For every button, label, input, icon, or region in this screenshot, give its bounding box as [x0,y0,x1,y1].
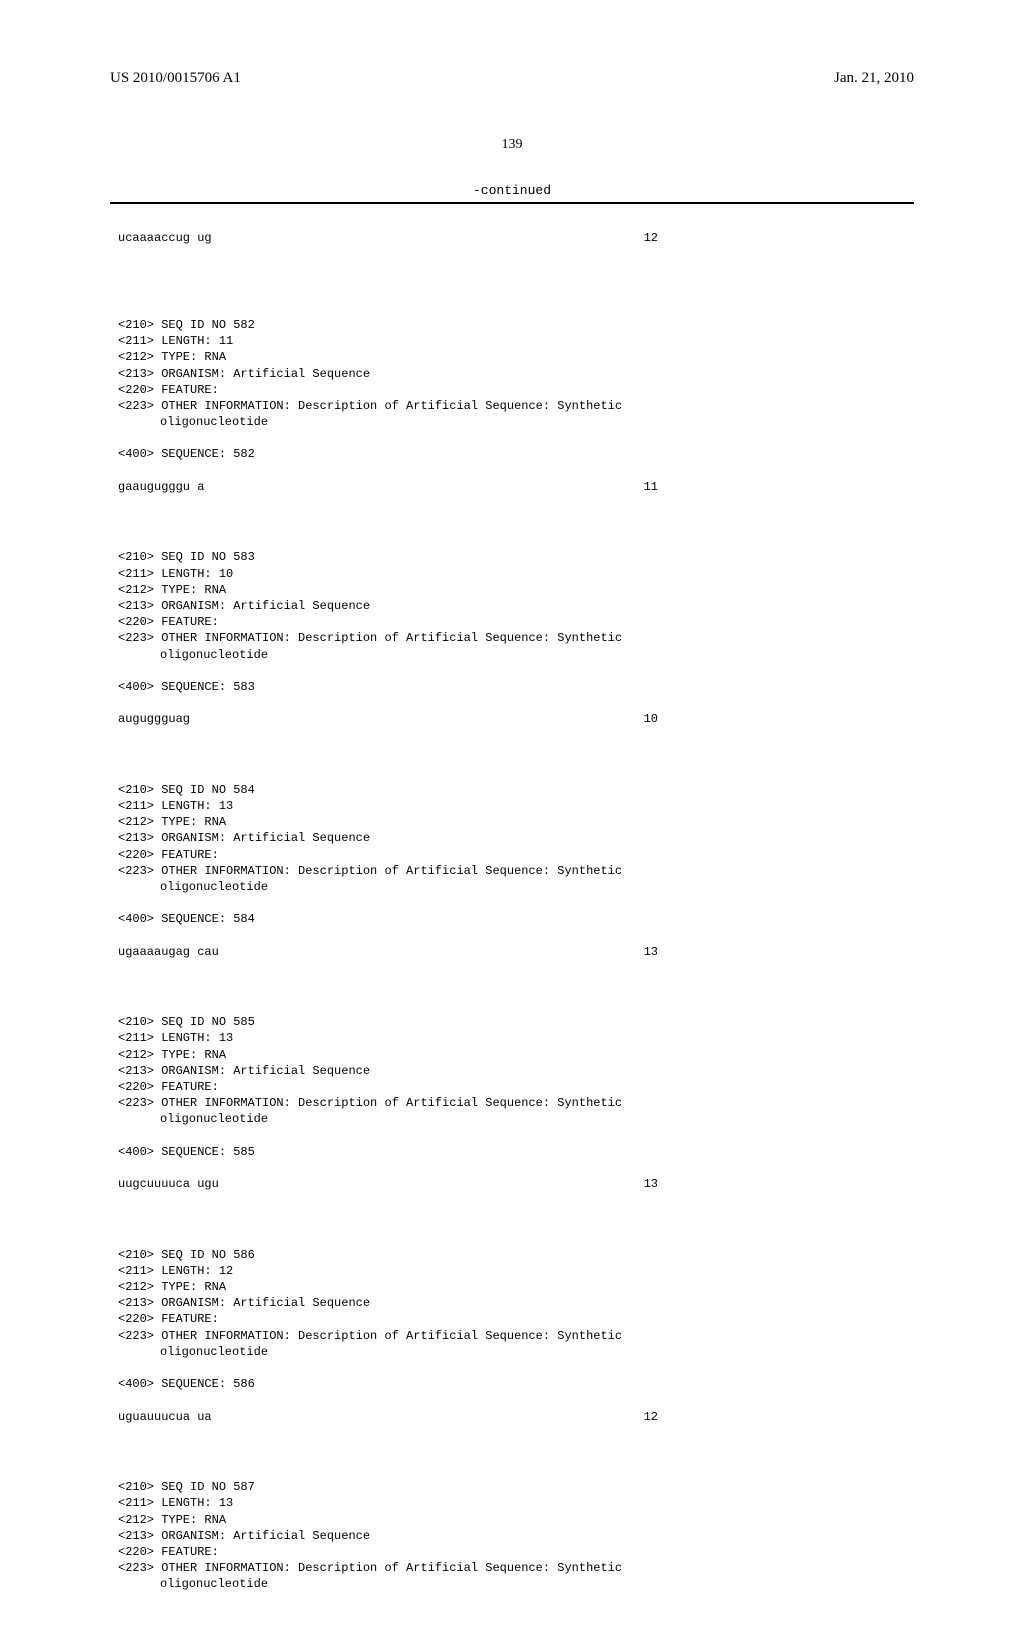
sequence-row: auguggguag 10 [118,711,658,727]
sequence-data: auguggguag [118,711,190,727]
sequence-data: ugaaaaugag cau [118,944,219,960]
seq-tag-211: <211> LENGTH: 10 [118,566,914,582]
sequence-entry: <210> SEQ ID NO 584<211> LENGTH: 13<212>… [118,749,914,959]
sequence-entry: <210> SEQ ID NO 582<211> LENGTH: 11<212>… [118,285,914,495]
seq-tag-212: <212> TYPE: RNA [118,1047,914,1063]
seq-tag-210: <210> SEQ ID NO 584 [118,782,914,798]
seq-tag-210: <210> SEQ ID NO 585 [118,1014,914,1030]
seq-tag-220: <220> FEATURE: [118,1544,914,1560]
seq-tag-223-cont: oligonucleotide [118,1111,914,1127]
sequence-row: ugaaaaugag cau 13 [118,944,658,960]
publication-date: Jan. 21, 2010 [834,70,914,87]
seq-tag-210: <210> SEQ ID NO 582 [118,317,914,333]
seq-tag-212: <212> TYPE: RNA [118,1512,914,1528]
seq-tag-220: <220> FEATURE: [118,847,914,863]
sequence-count: 13 [644,944,658,960]
seq-tag-223: <223> OTHER INFORMATION: Description of … [118,1328,914,1344]
seq-tag-223-cont: oligonucleotide [118,879,914,895]
sequence-data: gaaugugggu a [118,479,204,495]
seq-tag-213: <213> ORGANISM: Artificial Sequence [118,366,914,382]
sequence-entry: <210> SEQ ID NO 583<211> LENGTH: 10<212>… [118,517,914,727]
seq-tag-223-cont: oligonucleotide [118,414,914,430]
seq-tag-212: <212> TYPE: RNA [118,582,914,598]
continued-label: -continued [110,183,914,198]
seq-tag-213: <213> ORGANISM: Artificial Sequence [118,1063,914,1079]
sequence-entry: <210> SEQ ID NO 587<211> LENGTH: 13<212>… [118,1447,914,1593]
sequence-entry: <210> SEQ ID NO 585<211> LENGTH: 13<212>… [118,982,914,1192]
page-container: US 2010/0015706 A1 Jan. 21, 2010 139 -co… [0,0,1024,1320]
seq-tag-211: <211> LENGTH: 13 [118,1495,914,1511]
sequence-count: 13 [644,1176,658,1192]
seq-tag-400: <400> SEQUENCE: 585 [118,1144,914,1160]
sequence-row: ucaaaaccug ug 12 [118,230,658,246]
seq-tag-213: <213> ORGANISM: Artificial Sequence [118,1295,914,1311]
sequence-data: ucaaaaccug ug [118,230,212,246]
seq-tag-223-cont: oligonucleotide [118,1344,914,1360]
seq-tag-223: <223> OTHER INFORMATION: Description of … [118,1560,914,1576]
sequence-listing: ucaaaaccug ug12 <210> SEQ ID NO 582<211>… [110,204,914,1625]
seq-tag-220: <220> FEATURE: [118,1079,914,1095]
seq-tag-212: <212> TYPE: RNA [118,349,914,365]
seq-tag-223-cont: oligonucleotide [118,647,914,663]
seq-tag-400: <400> SEQUENCE: 582 [118,446,914,462]
page-header: US 2010/0015706 A1 Jan. 21, 2010 [110,70,914,87]
sequence-row: uguauuucua ua 12 [118,1409,658,1425]
seq-tag-400: <400> SEQUENCE: 583 [118,679,914,695]
page-number: 139 [110,137,914,153]
seq-tag-210: <210> SEQ ID NO 586 [118,1247,914,1263]
seq-tag-211: <211> LENGTH: 12 [118,1263,914,1279]
seq-tag-400: <400> SEQUENCE: 586 [118,1376,914,1392]
seq-tag-211: <211> LENGTH: 13 [118,798,914,814]
sequence-row: uugcuuuuca ugu 13 [118,1176,658,1192]
sequence-row: gaaugugggu a 11 [118,479,658,495]
seq-tag-210: <210> SEQ ID NO 587 [118,1479,914,1495]
seq-tag-213: <213> ORGANISM: Artificial Sequence [118,830,914,846]
sequence-count: 11 [644,479,658,495]
seq-tag-211: <211> LENGTH: 13 [118,1030,914,1046]
seq-tag-212: <212> TYPE: RNA [118,814,914,830]
seq-tag-211: <211> LENGTH: 11 [118,333,914,349]
sequence-data: uugcuuuuca ugu [118,1176,219,1192]
sequence-count: 12 [644,230,658,246]
sequence-count: 10 [644,711,658,727]
sequence-data: uguauuucua ua [118,1409,212,1425]
seq-tag-220: <220> FEATURE: [118,382,914,398]
seq-tag-213: <213> ORGANISM: Artificial Sequence [118,598,914,614]
seq-tag-223: <223> OTHER INFORMATION: Description of … [118,863,914,879]
seq-tag-223: <223> OTHER INFORMATION: Description of … [118,398,914,414]
seq-tag-212: <212> TYPE: RNA [118,1279,914,1295]
seq-tag-210: <210> SEQ ID NO 583 [118,549,914,565]
seq-tag-220: <220> FEATURE: [118,614,914,630]
sequence-count: 12 [644,1409,658,1425]
seq-tag-223-cont: oligonucleotide [118,1576,914,1592]
seq-tag-400: <400> SEQUENCE: 584 [118,911,914,927]
seq-tag-213: <213> ORGANISM: Artificial Sequence [118,1528,914,1544]
seq-tag-223: <223> OTHER INFORMATION: Description of … [118,630,914,646]
publication-number: US 2010/0015706 A1 [110,70,241,87]
seq-tag-223: <223> OTHER INFORMATION: Description of … [118,1095,914,1111]
